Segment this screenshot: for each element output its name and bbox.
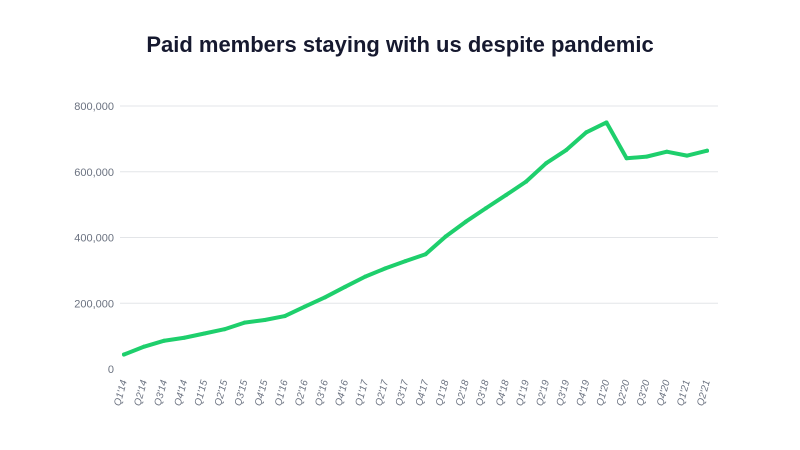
x-tick-label: Q4'19 [575,379,593,408]
data-point [323,295,328,300]
x-tick-label: Q1'14 [112,379,130,408]
data-point [524,179,529,184]
y-tick-label: 600,000 [74,167,114,179]
y-tick-label: 200,000 [74,298,114,310]
x-tick-label: Q3'15 [233,379,251,408]
data-point [182,335,187,340]
data-point [343,284,348,289]
x-tick-label: Q3'20 [635,379,653,408]
data-point [604,120,609,125]
x-tick-label: Q1'20 [595,379,613,408]
data-point [503,193,508,198]
data-point [403,259,408,264]
data-point [262,318,267,323]
data-point [463,219,468,224]
x-tick-label: Q2'18 [454,379,472,408]
data-point [443,234,448,239]
data-point [202,331,207,336]
data-point [544,161,549,166]
x-tick-label: Q3'17 [394,379,412,408]
x-tick-label: Q2'16 [293,379,311,408]
x-tick-label: Q2'14 [133,379,151,408]
data-point [684,153,689,158]
data-point [584,130,589,135]
data-point [644,154,649,159]
y-tick-label: 0 [108,364,114,376]
x-tick-label: Q2'19 [535,379,553,408]
data-point [423,252,428,257]
data-point [162,338,167,343]
x-tick-label: Q1'18 [434,379,452,408]
x-tick-label: Q4'15 [253,379,271,408]
x-tick-label: Q2'21 [695,379,712,407]
data-point [363,274,368,279]
data-point [705,148,709,153]
series-line [122,120,709,357]
data-point [282,314,287,319]
data-point [624,156,629,161]
chart-title: Paid members staying with us despite pan… [146,32,654,57]
data-point [302,304,307,309]
data-point [664,149,669,154]
x-tick-label: Q1'16 [273,379,291,408]
x-tick-label: Q3'16 [313,379,331,408]
x-tick-label: Q1'21 [675,379,692,407]
data-point [222,327,227,332]
x-tick-label: Q3'18 [474,379,492,408]
x-tick-label: Q1'17 [354,379,372,408]
data-point [483,206,488,211]
x-tick-label: Q1'19 [515,379,533,408]
data-point [242,320,247,325]
x-tick-label: Q4'14 [173,379,191,408]
x-tick-label: Q4'16 [334,379,352,408]
x-tick-label: Q3'14 [153,379,171,408]
x-tick-label: Q2'15 [213,379,231,408]
x-tick-label: Q4'17 [414,379,432,408]
data-point [564,148,569,153]
x-tick-label: Q1'15 [193,379,211,408]
y-tick-label: 800,000 [74,101,114,113]
x-tick-label: Q2'20 [615,379,633,408]
x-tick-label: Q2'17 [374,379,392,408]
x-tick-label: Q4'20 [655,379,673,408]
x-tick-label: Q4'18 [494,379,512,408]
y-tick-label: 400,000 [74,233,114,245]
x-tick-label: Q3'19 [555,379,573,408]
data-point [142,344,147,349]
data-point [383,266,388,271]
data-point [122,352,126,357]
